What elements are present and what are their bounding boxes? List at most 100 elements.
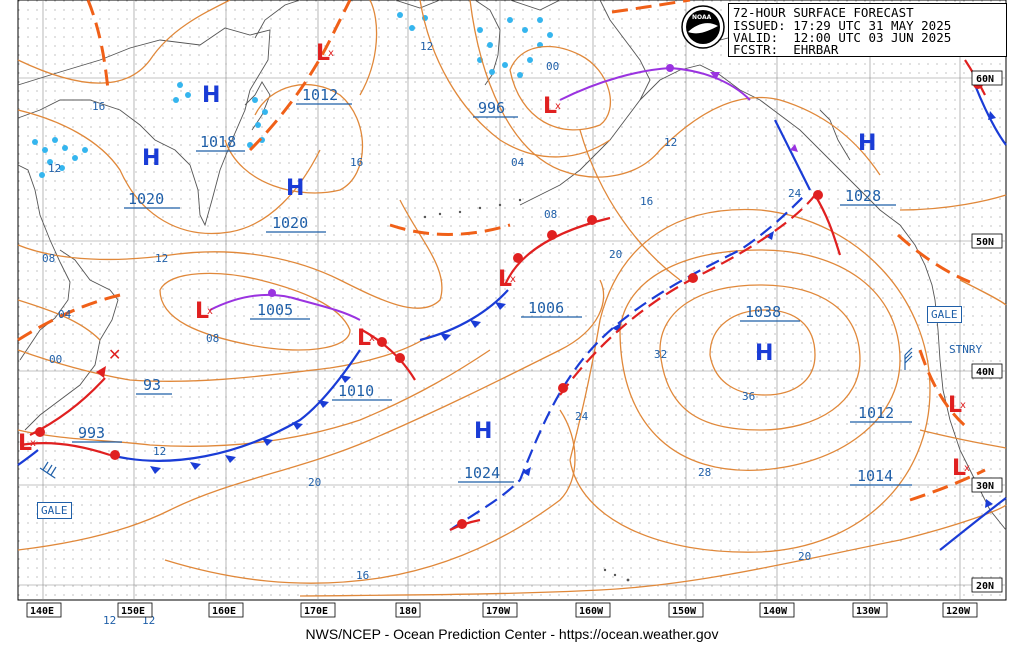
svg-text:20N: 20N	[976, 581, 994, 592]
svg-text:993: 993	[78, 424, 105, 442]
pressure-values: 1018 1020 1020 1038 1024 1028 1012 996 1…	[78, 86, 894, 485]
isobars	[17, 0, 1007, 597]
svg-text:1020: 1020	[272, 214, 308, 232]
coastlines	[17, 0, 1007, 531]
svg-text:150E: 150E	[121, 606, 145, 617]
svg-text:170W: 170W	[486, 606, 511, 617]
high-marker: H	[286, 176, 304, 201]
svg-text:1010: 1010	[338, 382, 374, 400]
high-marker: H	[474, 419, 492, 444]
svg-text:160E: 160E	[212, 606, 236, 617]
low-marker: L	[498, 267, 512, 292]
graticule	[18, 0, 1006, 600]
svg-text:00: 00	[546, 60, 559, 73]
svg-text:1028: 1028	[845, 187, 881, 205]
svg-text:04: 04	[58, 308, 72, 321]
low-marker: L	[195, 299, 209, 324]
svg-text:08: 08	[42, 252, 55, 265]
svg-text:93: 93	[143, 376, 161, 394]
svg-text:1024: 1024	[464, 464, 500, 482]
high-marker: H	[858, 131, 876, 156]
gale-warning-box: GALE	[37, 502, 72, 519]
svg-text:28: 28	[698, 466, 711, 479]
forecast-header-box: 72-HOUR SURFACE FORECAST ISSUED: 17:29 U…	[728, 3, 1007, 57]
occluded-symbols	[268, 64, 720, 297]
svg-text:160W: 160W	[579, 606, 604, 617]
svg-text:x: x	[328, 48, 334, 59]
page-footer: NWS/NCEP - Ocean Prediction Center - htt…	[305, 626, 719, 642]
svg-text:20: 20	[798, 550, 811, 563]
svg-text:996: 996	[478, 99, 505, 117]
svg-text:12: 12	[420, 40, 433, 53]
forecaster: FCSTR: EHRBAR	[733, 42, 839, 57]
map-grid-dots	[18, 0, 1006, 600]
low-marker: L	[18, 431, 32, 456]
high-marker: H	[142, 146, 160, 171]
svg-text:16: 16	[356, 569, 369, 582]
troughs	[17, 0, 986, 502]
svg-text:1012: 1012	[858, 404, 894, 422]
longitude-labels: 140E 150E 160E 170E 180 170W 160W 150W 1…	[26, 602, 978, 618]
svg-text:x: x	[555, 101, 561, 112]
svg-text:32: 32	[654, 348, 667, 361]
svg-text:08: 08	[206, 332, 219, 345]
svg-text:170E: 170E	[304, 606, 328, 617]
svg-text:1006: 1006	[528, 299, 564, 317]
svg-text:60N: 60N	[976, 74, 994, 85]
stationary-label: STNRY	[949, 343, 983, 356]
svg-text:x: x	[30, 438, 36, 449]
svg-text:180: 180	[399, 606, 417, 617]
svg-text:150W: 150W	[672, 606, 697, 617]
svg-text:x: x	[207, 306, 213, 317]
svg-text:24: 24	[575, 410, 589, 423]
svg-text:12: 12	[155, 252, 168, 265]
low-forecast-cross: ✕	[108, 345, 121, 364]
svg-text:50N: 50N	[976, 237, 994, 248]
svg-text:120W: 120W	[946, 606, 971, 617]
low-marker: L	[952, 456, 966, 481]
gale-warning-box: GALE	[927, 306, 962, 323]
low-marker: L	[316, 41, 330, 66]
svg-text:20: 20	[609, 248, 622, 261]
low-marker: L	[357, 326, 371, 351]
svg-text:16: 16	[350, 156, 363, 169]
svg-text:16: 16	[640, 195, 653, 208]
ice-markers	[32, 12, 553, 178]
svg-text:1014: 1014	[857, 467, 893, 485]
high-marker: H	[755, 341, 773, 366]
svg-text:36: 36	[742, 390, 755, 403]
svg-text:30N: 30N	[976, 481, 994, 492]
low-x-marks: x x x x x x x x	[30, 48, 970, 474]
svg-text:1005: 1005	[257, 301, 293, 319]
svg-text:140E: 140E	[30, 606, 54, 617]
svg-text:1012: 1012	[302, 86, 338, 104]
svg-text:12: 12	[48, 162, 61, 175]
low-marker: L	[948, 393, 962, 418]
issued-time: ISSUED: 17:29 UTC 31 MAY 2025	[733, 18, 952, 33]
low-marker: L	[543, 94, 557, 119]
svg-text:1020: 1020	[128, 190, 164, 208]
svg-text:x: x	[369, 333, 375, 344]
svg-text:1018: 1018	[200, 133, 236, 151]
pressure-underlines	[72, 103, 912, 486]
svg-text:130W: 130W	[856, 606, 881, 617]
svg-text:NOAA: NOAA	[692, 14, 712, 21]
svg-text:12: 12	[664, 136, 677, 149]
svg-text:12: 12	[153, 445, 166, 458]
svg-text:24: 24	[788, 187, 802, 200]
svg-text:00: 00	[49, 353, 62, 366]
forecast-title: 72-HOUR SURFACE FORECAST	[733, 5, 914, 20]
isobar-label-bottom: 12	[103, 614, 116, 627]
small-islands	[423, 198, 630, 582]
noaa-logo: NOAA	[681, 5, 725, 49]
wind-barbs	[39, 347, 913, 479]
svg-text:140W: 140W	[763, 606, 788, 617]
svg-text:40N: 40N	[976, 367, 994, 378]
latitude-labels: 60N 50N 40N 30N 20N	[971, 70, 1003, 593]
high-marker: H	[202, 83, 220, 108]
svg-text:16: 16	[92, 100, 105, 113]
pressure-centers: H H H H H H L L L L L L L L	[18, 41, 966, 481]
svg-text:x: x	[510, 274, 516, 285]
